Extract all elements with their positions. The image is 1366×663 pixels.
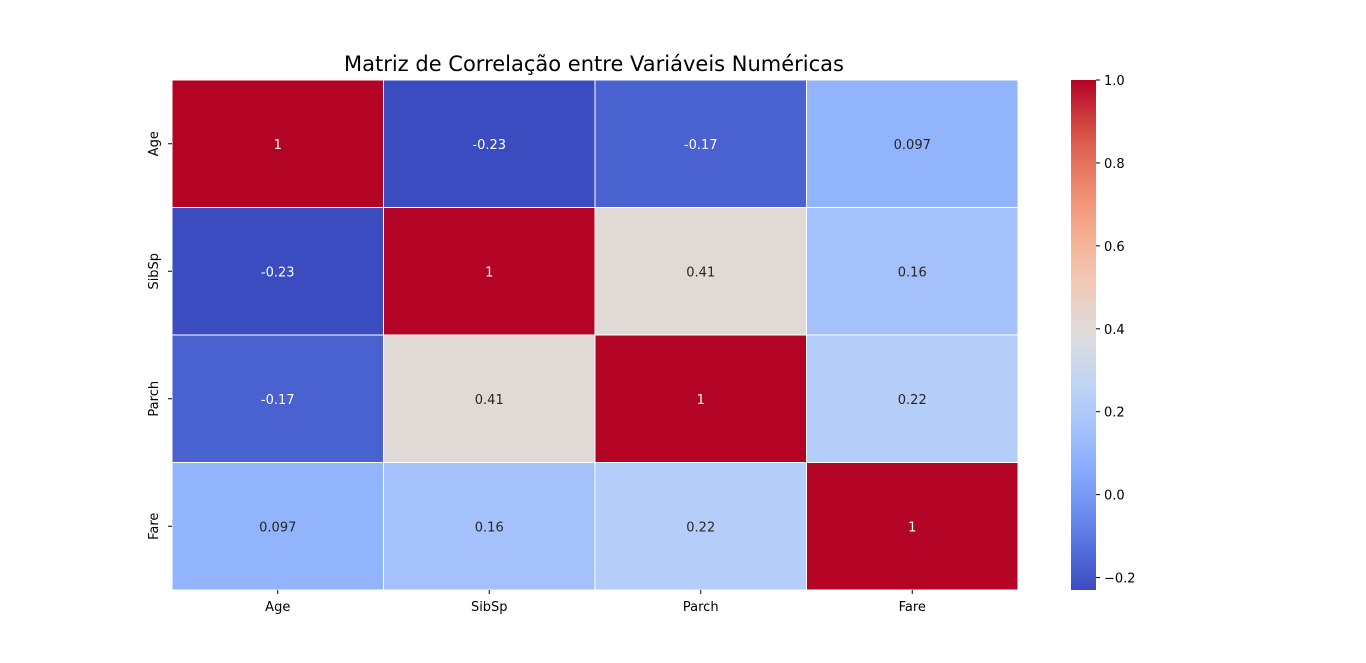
y-axis-ticks: Age SibSp Parch Fare <box>147 131 172 540</box>
cell-annotation: 0.41 <box>686 265 715 280</box>
colorbar-tick-label: 0.4 <box>1104 323 1125 338</box>
cell-annotation: 0.16 <box>475 520 504 535</box>
cell-annotation: -0.23 <box>261 265 295 280</box>
cell-annotation: 1 <box>485 265 493 280</box>
heatmap-cell <box>806 79 1019 208</box>
cell-annotation: 0.16 <box>898 265 927 280</box>
y-tick-label: Parch <box>147 381 162 417</box>
heatmap-cell <box>594 462 807 591</box>
cell-annotation: -0.23 <box>472 138 506 153</box>
colorbar: −0.2 0.0 0.2 0.4 0.6 0.8 1.0 <box>1071 74 1136 590</box>
heatmap-cell <box>383 207 596 336</box>
colorbar-tick-label: 0.8 <box>1104 157 1125 172</box>
chart-title: Matriz de Correlação entre Variáveis Num… <box>344 52 844 76</box>
heatmap-cells: 1 -0.23 -0.17 0.097 -0.23 1 0.41 0.16 -0.17 0.41 1… <box>171 79 1019 591</box>
x-axis-ticks: Age SibSp Parch Fare <box>265 590 926 615</box>
colorbar-tick-label: 0.6 <box>1104 240 1125 255</box>
heatmap-cell <box>806 462 1019 591</box>
colorbar-tick-label: 1.0 <box>1104 74 1125 89</box>
cell-annotation: 0.097 <box>894 138 931 153</box>
heatmap-cell <box>171 79 384 208</box>
colorbar-gradient <box>1071 80 1096 590</box>
cell-annotation: 0.22 <box>898 393 927 408</box>
y-tick-label: SibSp <box>147 253 162 290</box>
y-tick-label: Fare <box>147 513 162 540</box>
heatmap-cell <box>171 207 384 336</box>
cell-annotation: 0.41 <box>475 393 504 408</box>
cell-annotation: -0.17 <box>261 393 295 408</box>
colorbar-tick-label: −0.2 <box>1104 572 1136 587</box>
heatmap-cell <box>806 334 1019 463</box>
cell-annotation: 0.22 <box>686 520 715 535</box>
colorbar-tick-label: 0.0 <box>1104 489 1125 504</box>
cell-annotation: -0.17 <box>684 138 718 153</box>
heatmap-cell <box>594 207 807 336</box>
heatmap-cell <box>383 462 596 591</box>
cell-annotation: 1 <box>697 393 705 408</box>
cell-annotation: 1 <box>908 520 916 535</box>
colorbar-tick-label: 0.2 <box>1104 406 1125 421</box>
heatmap-cell <box>806 207 1019 336</box>
x-tick-label: Age <box>265 600 290 615</box>
heatmap-cell <box>594 79 807 208</box>
x-tick-label: Fare <box>899 600 926 615</box>
y-tick-label: Age <box>147 131 162 156</box>
heatmap-cell <box>383 334 596 463</box>
x-tick-label: Parch <box>683 600 719 615</box>
heatmap-cell <box>171 462 384 591</box>
x-tick-label: SibSp <box>471 600 508 615</box>
heatmap-cell <box>383 79 596 208</box>
cell-annotation: 0.097 <box>259 520 296 535</box>
cell-annotation: 1 <box>274 138 282 153</box>
